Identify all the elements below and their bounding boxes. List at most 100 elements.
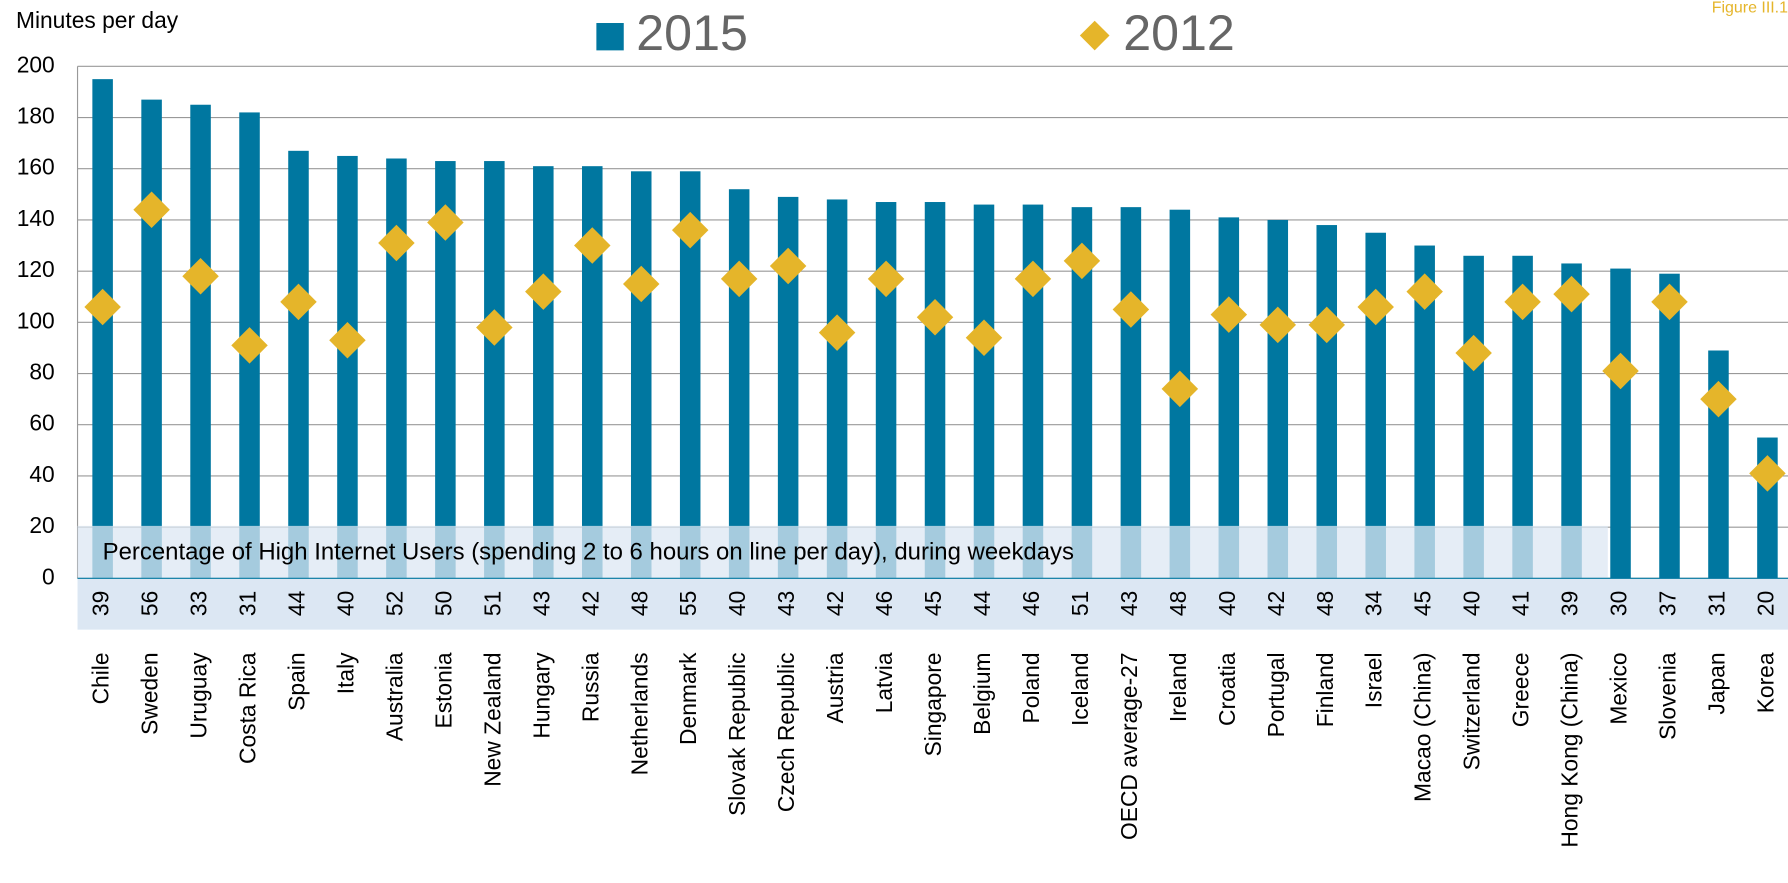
marker — [427, 204, 464, 241]
y-tick-label: 100 — [17, 307, 55, 333]
percent-label: 50 — [430, 591, 456, 616]
percent-label: 40 — [1214, 591, 1240, 616]
x-tick-label: Iceland — [1067, 652, 1093, 726]
x-tick-label: Australia — [381, 652, 407, 741]
x-tick-label: Chile — [88, 652, 114, 704]
x-tick-label: Czech Republic — [773, 652, 799, 812]
bar — [826, 199, 848, 579]
y-tick-label: 20 — [29, 512, 54, 538]
percent-label: 43 — [773, 591, 799, 616]
percent-label: 52 — [381, 591, 407, 616]
bar — [875, 202, 897, 579]
marker — [476, 309, 513, 346]
percent-label: 40 — [332, 591, 358, 616]
x-tick-label: Switzerland — [1459, 652, 1485, 770]
percent-band — [77, 578, 1788, 630]
legend-label: 2012 — [1123, 5, 1235, 61]
marker — [720, 260, 758, 298]
percent-label: 44 — [284, 590, 310, 616]
percent-label: 40 — [1459, 591, 1485, 616]
percent-label: 39 — [1557, 591, 1583, 616]
figure-label: Figure III.1 — [1712, 0, 1788, 16]
percent-label: 55 — [675, 591, 701, 616]
bar — [1561, 263, 1582, 579]
x-tick-label: Poland — [1018, 652, 1044, 723]
percent-label: 51 — [479, 591, 505, 616]
x-tick-label: Israel — [1361, 652, 1387, 708]
marker — [1455, 334, 1492, 372]
x-tick-label: Finland — [1312, 652, 1338, 727]
percent-label: 56 — [137, 591, 163, 616]
marker — [1749, 455, 1786, 492]
marker — [231, 327, 268, 364]
marker — [1112, 291, 1150, 328]
x-tick-label: Uruguay — [186, 652, 212, 739]
bar — [582, 166, 603, 579]
x-tick-label: Russia — [577, 652, 603, 722]
x-tick-label: Netherlands — [626, 652, 652, 775]
x-tick-label: Belgium — [969, 652, 995, 734]
marker — [1602, 352, 1639, 390]
bar — [92, 79, 113, 579]
percent-label: 45 — [1410, 591, 1436, 616]
y-tick-label: 200 — [17, 51, 55, 77]
percent-label: 51 — [1067, 591, 1093, 616]
bar — [973, 204, 995, 579]
bar — [924, 202, 946, 579]
bar — [1316, 225, 1338, 579]
y-tick-label: 80 — [29, 359, 54, 385]
x-tick-label: Latvia — [871, 652, 897, 713]
x-tick-label: Hong Kong (China) — [1557, 652, 1583, 847]
marker — [818, 314, 856, 351]
x-tick-label: Singapore — [920, 652, 946, 756]
marker — [84, 288, 121, 326]
marker — [182, 258, 219, 295]
bar — [1659, 273, 1680, 579]
marker — [1014, 260, 1052, 298]
x-tick-label: Spain — [284, 652, 310, 710]
x-tick-label: Slovak Republic — [724, 652, 750, 815]
x-tick-label: Sweden — [137, 652, 163, 734]
y-tick-label: 140 — [17, 205, 55, 231]
y-axis-label: Minutes per day — [16, 7, 179, 33]
marker — [671, 211, 709, 249]
marker — [1063, 242, 1101, 280]
bar — [728, 189, 750, 579]
x-tick-label: New Zealand — [479, 652, 505, 786]
bar — [1414, 245, 1435, 579]
bar — [1512, 255, 1533, 579]
marker — [916, 298, 954, 336]
marker — [525, 273, 562, 310]
percent-label: 43 — [528, 591, 554, 616]
x-tick-label: OECD average-27 — [1116, 652, 1142, 840]
x-tick-label: Portugal — [1263, 652, 1289, 737]
marker — [574, 227, 611, 264]
marker — [1210, 296, 1248, 333]
percent-label: 20 — [1752, 591, 1778, 616]
percent-label: 48 — [1165, 591, 1191, 616]
y-tick-label: 60 — [29, 410, 54, 436]
annotation-box — [77, 525, 1608, 579]
legend-label: 2015 — [636, 5, 748, 61]
x-tick-label: Korea — [1752, 652, 1778, 713]
bar — [1022, 204, 1044, 579]
percent-label: 34 — [1361, 590, 1387, 616]
y-tick-label: 0 — [42, 563, 55, 589]
x-tick-label: Slovenia — [1655, 652, 1681, 740]
y-tick-label: 120 — [17, 256, 55, 282]
x-tick-label: Estonia — [430, 652, 456, 728]
bar — [435, 161, 456, 579]
percent-label: 42 — [822, 591, 848, 616]
percent-label: 45 — [920, 591, 946, 616]
bar — [288, 150, 309, 579]
x-tick-label: Japan — [1703, 652, 1729, 714]
percent-label: 46 — [871, 591, 897, 616]
bar — [1218, 217, 1240, 579]
bar — [1267, 219, 1289, 579]
percent-label: 40 — [724, 591, 750, 616]
x-tick-label: Mexico — [1606, 652, 1632, 724]
marker — [1308, 306, 1345, 344]
y-tick-label: 160 — [17, 154, 55, 180]
annotation: Percentage of High Internet Users (spend… — [103, 539, 1074, 566]
